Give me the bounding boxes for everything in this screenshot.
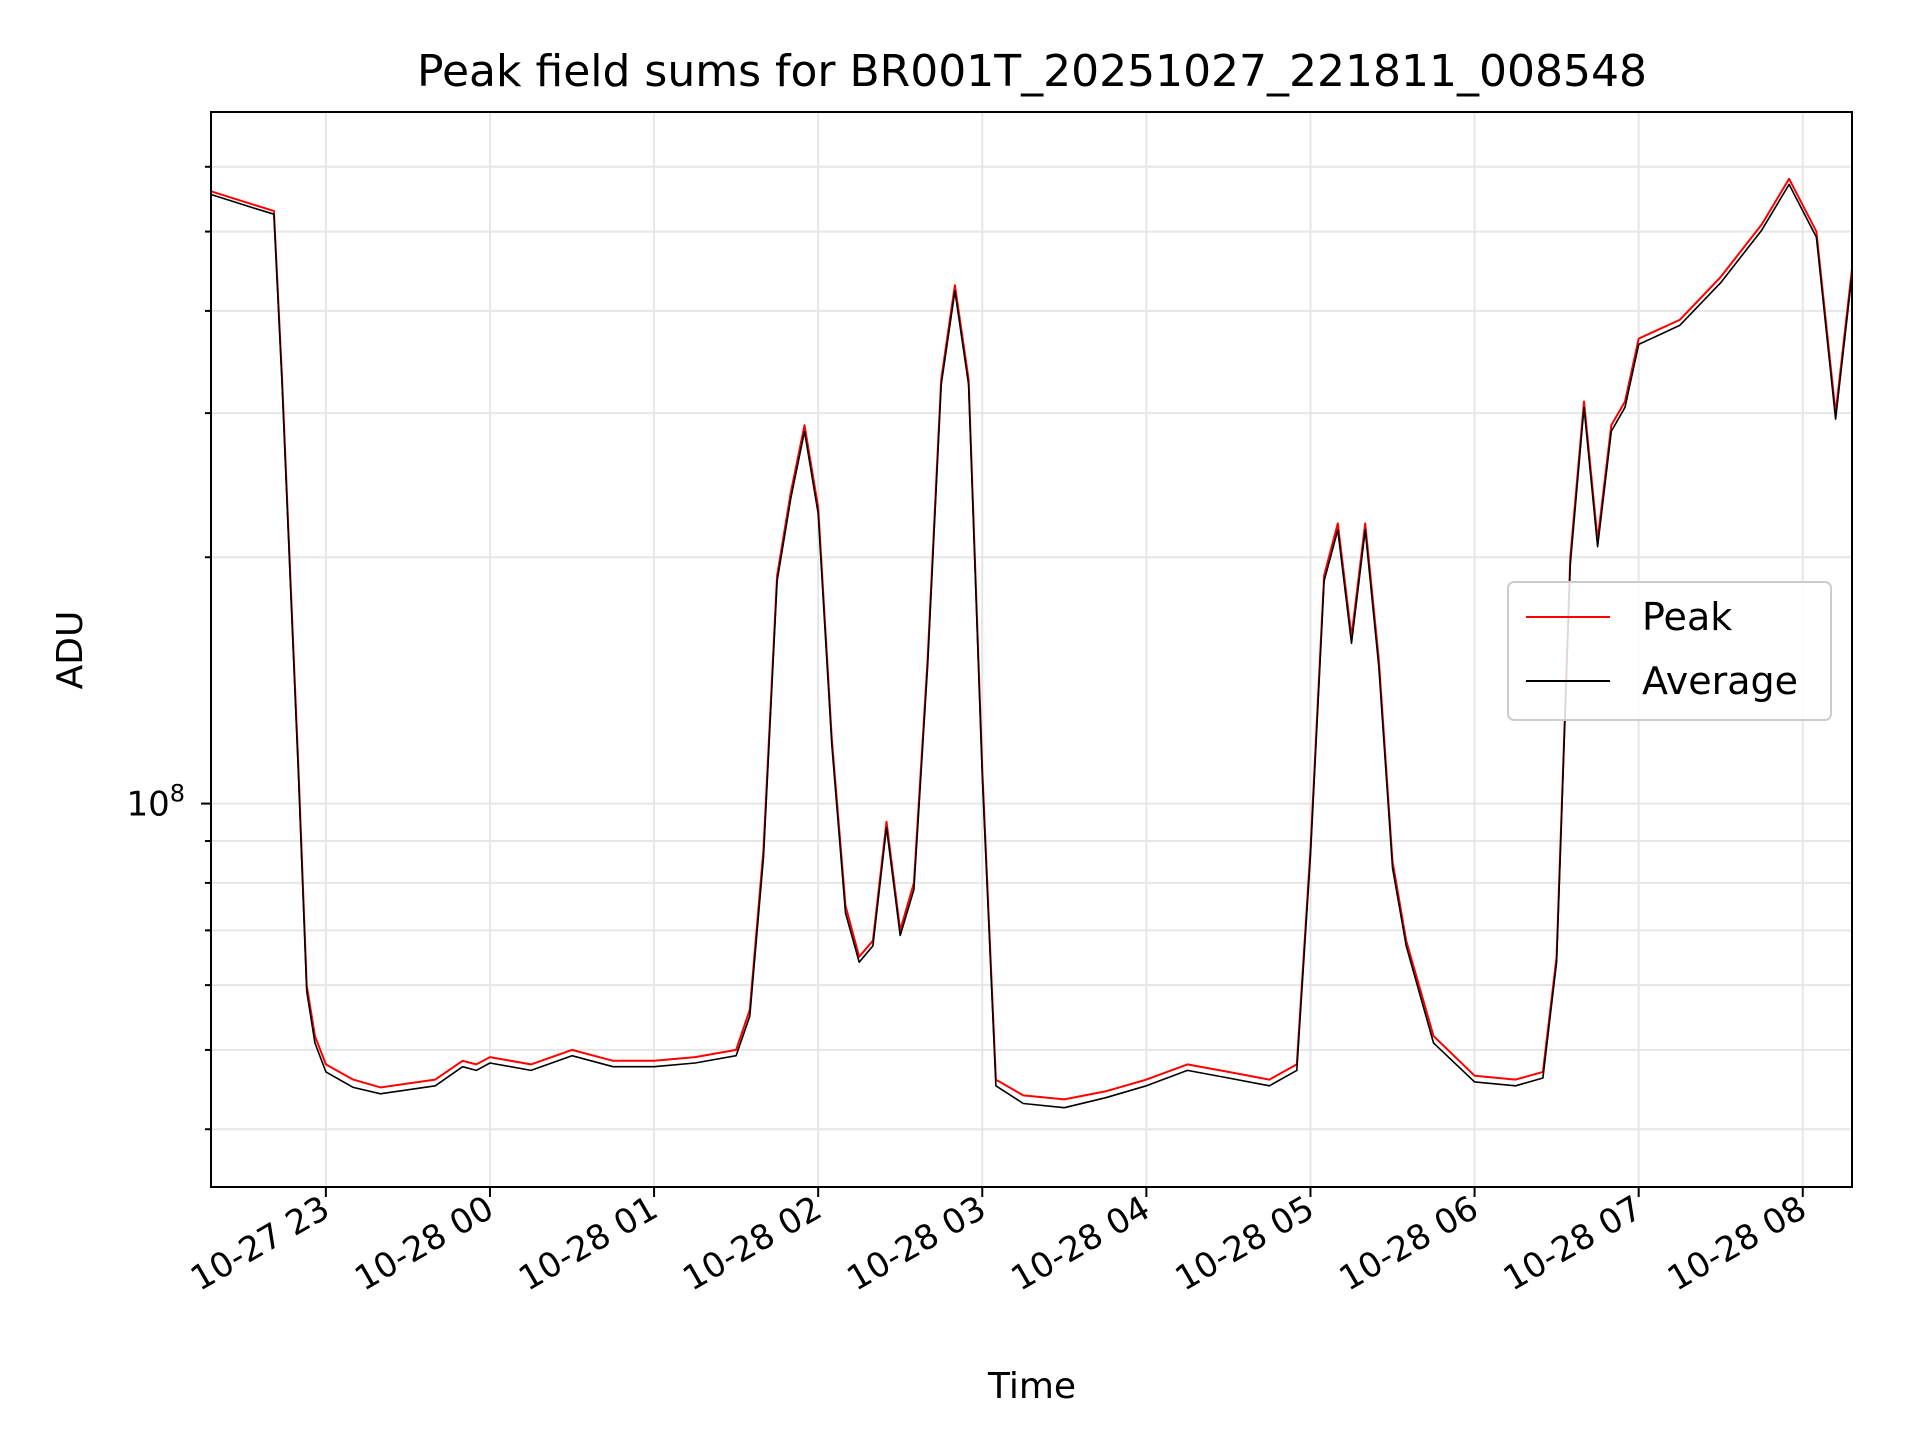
- y-axis-label: ADU: [50, 611, 91, 690]
- legend: Peak Average: [1507, 581, 1832, 721]
- plot-frame: [210, 111, 1853, 1188]
- y-tick-label: 108: [126, 780, 185, 825]
- y-axis: 108: [126, 165, 211, 1131]
- legend-label-average: Average: [1642, 659, 1798, 703]
- legend-label-peak: Peak: [1642, 595, 1732, 639]
- chart-title: Peak field sums for BR001T_20251027_2218…: [417, 46, 1647, 97]
- x-axis-label: Time: [987, 1366, 1076, 1407]
